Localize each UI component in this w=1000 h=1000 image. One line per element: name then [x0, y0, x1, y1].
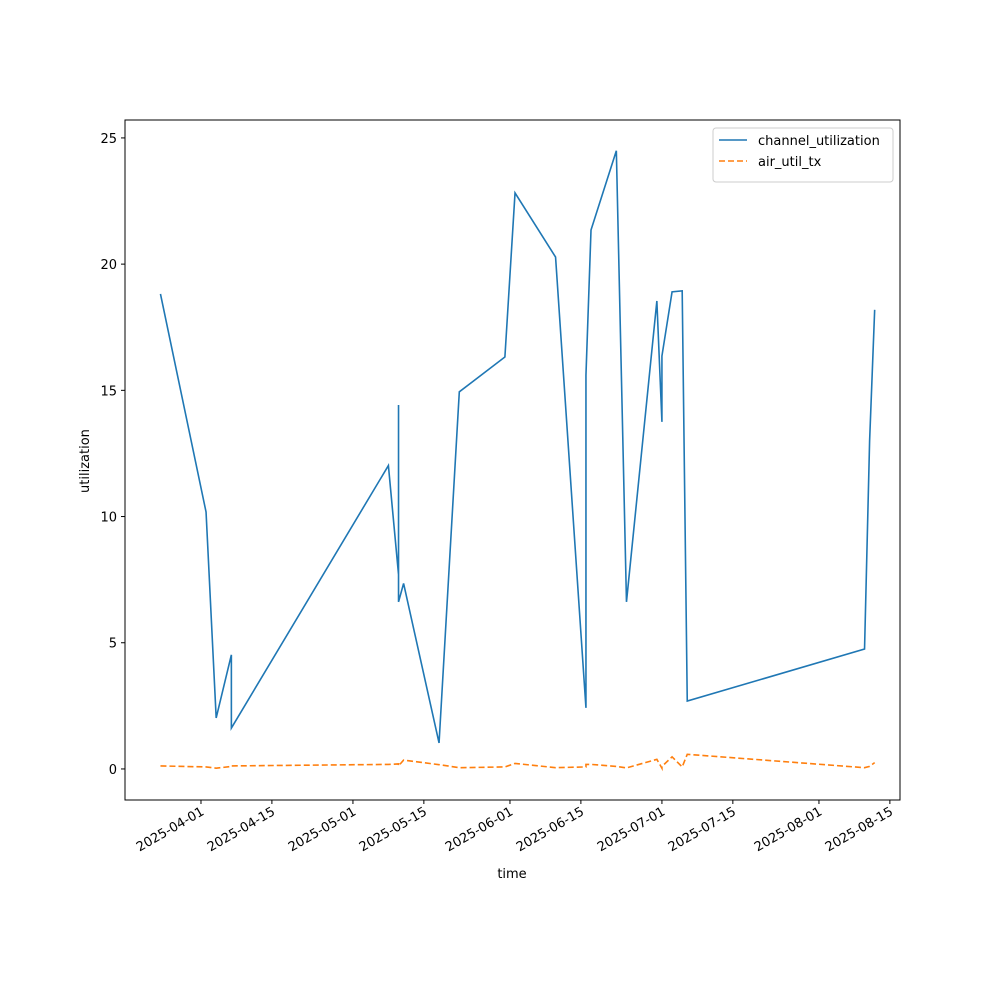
y-axis-label: utilization [78, 429, 93, 493]
y-tick-label: 20 [100, 258, 117, 273]
y-tick-label: 5 [109, 637, 117, 652]
plot-frame [124, 119, 901, 801]
legend-label: air_util_tx [758, 155, 822, 170]
x-axis-label: time [497, 867, 526, 882]
series-line [159, 150, 876, 744]
y-tick-label: 15 [100, 384, 117, 399]
series-line [160, 753, 876, 772]
y-tick-label: 10 [100, 511, 117, 526]
legend-label: channel_utilization [758, 134, 880, 149]
y-tick-label: 0 [109, 763, 117, 778]
y-tick-label: 25 [100, 132, 117, 147]
legend-box [712, 127, 894, 183]
